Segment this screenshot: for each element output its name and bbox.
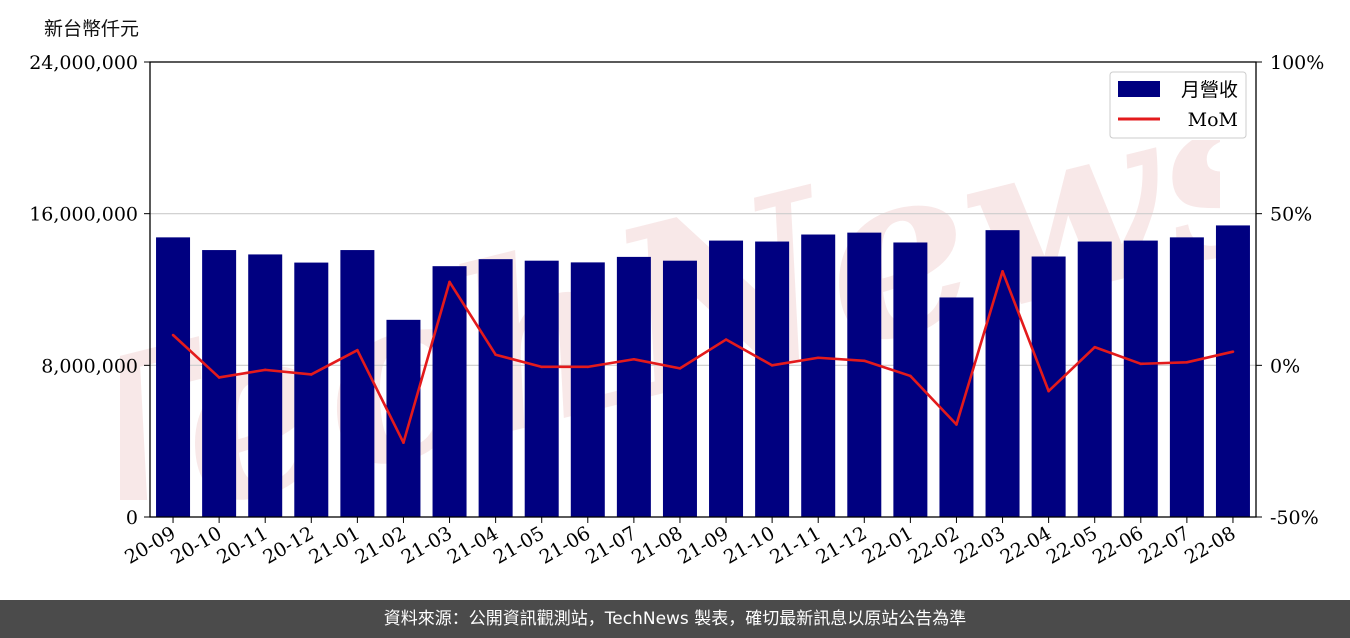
revenue-bar	[202, 250, 237, 518]
mom-point	[1231, 350, 1235, 353]
x-tick-label: 22-03	[951, 522, 1009, 568]
x-tick-label: 21-03	[398, 522, 456, 568]
x-tick-label: 22-05	[1043, 522, 1101, 568]
revenue-bar	[570, 262, 605, 517]
revenue-bar	[939, 297, 974, 517]
mom-point	[770, 364, 774, 367]
x-tick-label: 20-10	[167, 522, 225, 568]
revenue-bar	[755, 241, 790, 518]
left-tick-label: 0	[126, 507, 138, 529]
x-tick-label: 22-08	[1181, 522, 1239, 568]
revenue-bar	[1077, 241, 1112, 518]
revenue-chart: 0 8,000,000 16,000,000 24,000,000 -50% 0% 50% 1…	[29, 52, 1324, 569]
legend-line-label: MoM	[1188, 109, 1238, 131]
x-tick-label: 20-11	[213, 522, 271, 568]
mom-point	[356, 348, 359, 352]
revenue-bar	[985, 230, 1020, 518]
left-tick-label: 8,000,000	[41, 355, 138, 377]
revenue-bar	[156, 237, 191, 518]
legend-bar-swatch	[1118, 81, 1160, 97]
mom-point	[1047, 389, 1050, 393]
mom-point	[263, 368, 267, 372]
x-tick-label: 22-04	[997, 522, 1055, 568]
x-tick-label: 21-09	[674, 522, 732, 568]
revenue-bar	[248, 254, 283, 518]
x-tick-label: 21-04	[444, 522, 502, 568]
x-tick-label: 21-07	[582, 522, 640, 568]
mom-line	[172, 269, 1234, 444]
revenue-bar	[847, 232, 882, 517]
revenue-bar	[340, 250, 375, 518]
x-tick-label: 21-02	[352, 522, 410, 568]
mom-point	[494, 353, 497, 357]
x-tick-label: 21-01	[305, 522, 363, 568]
plot-frame	[149, 61, 1257, 518]
mom-point	[217, 376, 221, 379]
x-tick-label: 22-01	[858, 522, 916, 568]
mom-point	[724, 338, 728, 341]
mom-point	[402, 441, 405, 444]
right-tick-label: -50%	[1270, 507, 1319, 529]
mom-point	[909, 374, 912, 378]
mom-point	[309, 373, 313, 376]
right-tick-label: 0%	[1270, 355, 1300, 377]
revenue-bar	[524, 260, 559, 517]
source-footer: 資料來源：公開資訊觀測站，TechNews 製表，確切最新訊息以原站公告為準	[0, 600, 1350, 638]
mom-point	[632, 357, 636, 361]
right-tick-label: 50%	[1270, 204, 1312, 226]
mom-point	[1001, 270, 1004, 273]
revenue-bar	[1031, 256, 1066, 517]
revenue-bar	[1169, 237, 1204, 518]
mom-point	[862, 359, 866, 363]
x-tick-label: 21-10	[720, 522, 778, 568]
x-tick-label: 22-07	[1135, 522, 1193, 568]
revenue-bar	[294, 262, 329, 517]
revenue-bar	[1123, 240, 1158, 517]
x-tick-label: 21-05	[490, 522, 548, 568]
revenue-bar	[432, 266, 467, 517]
mom-point	[1185, 361, 1189, 364]
mom-point	[816, 356, 820, 360]
mom-point	[171, 333, 175, 337]
mom-point	[955, 423, 958, 426]
x-tick-label: 20-09	[121, 522, 179, 568]
revenue-bar	[1215, 225, 1250, 517]
mom-point	[448, 280, 451, 284]
right-tick-label: 100%	[1270, 52, 1324, 74]
mom-point	[678, 367, 682, 370]
mom-point	[586, 365, 590, 369]
x-tick-label: 21-11	[766, 522, 824, 568]
revenue-bar	[616, 256, 651, 517]
revenue-bar	[801, 234, 836, 518]
mom-point	[1139, 362, 1143, 366]
x-tick-label: 21-06	[536, 522, 594, 568]
legend-bar-label: 月營收	[1181, 79, 1238, 101]
revenue-bar	[478, 259, 513, 517]
x-tick-label: 20-12	[259, 522, 317, 568]
left-tick-label: 16,000,000	[29, 204, 138, 226]
x-tick-label: 21-08	[628, 522, 686, 568]
x-tick-label: 21-12	[812, 522, 870, 568]
revenue-bar	[662, 260, 697, 517]
mom-point	[540, 365, 544, 369]
mom-point	[1093, 345, 1097, 349]
revenue-bar	[893, 242, 928, 517]
x-tick-label: 22-02	[905, 522, 963, 568]
y-axis-unit-label: 新台幣仟元	[44, 18, 140, 40]
x-tick-label: 22-06	[1089, 522, 1147, 568]
left-tick-label: 24,000,000	[29, 52, 138, 74]
revenue-bar	[709, 240, 744, 517]
